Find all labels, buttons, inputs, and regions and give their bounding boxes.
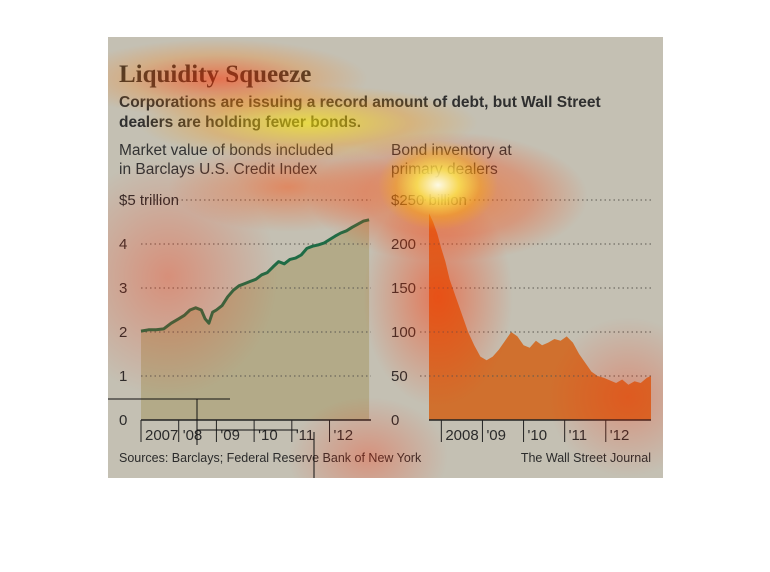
crosshair-lines: [108, 398, 315, 478]
chart-graphic: Liquidity Squeeze Corporations are issui…: [108, 37, 663, 478]
